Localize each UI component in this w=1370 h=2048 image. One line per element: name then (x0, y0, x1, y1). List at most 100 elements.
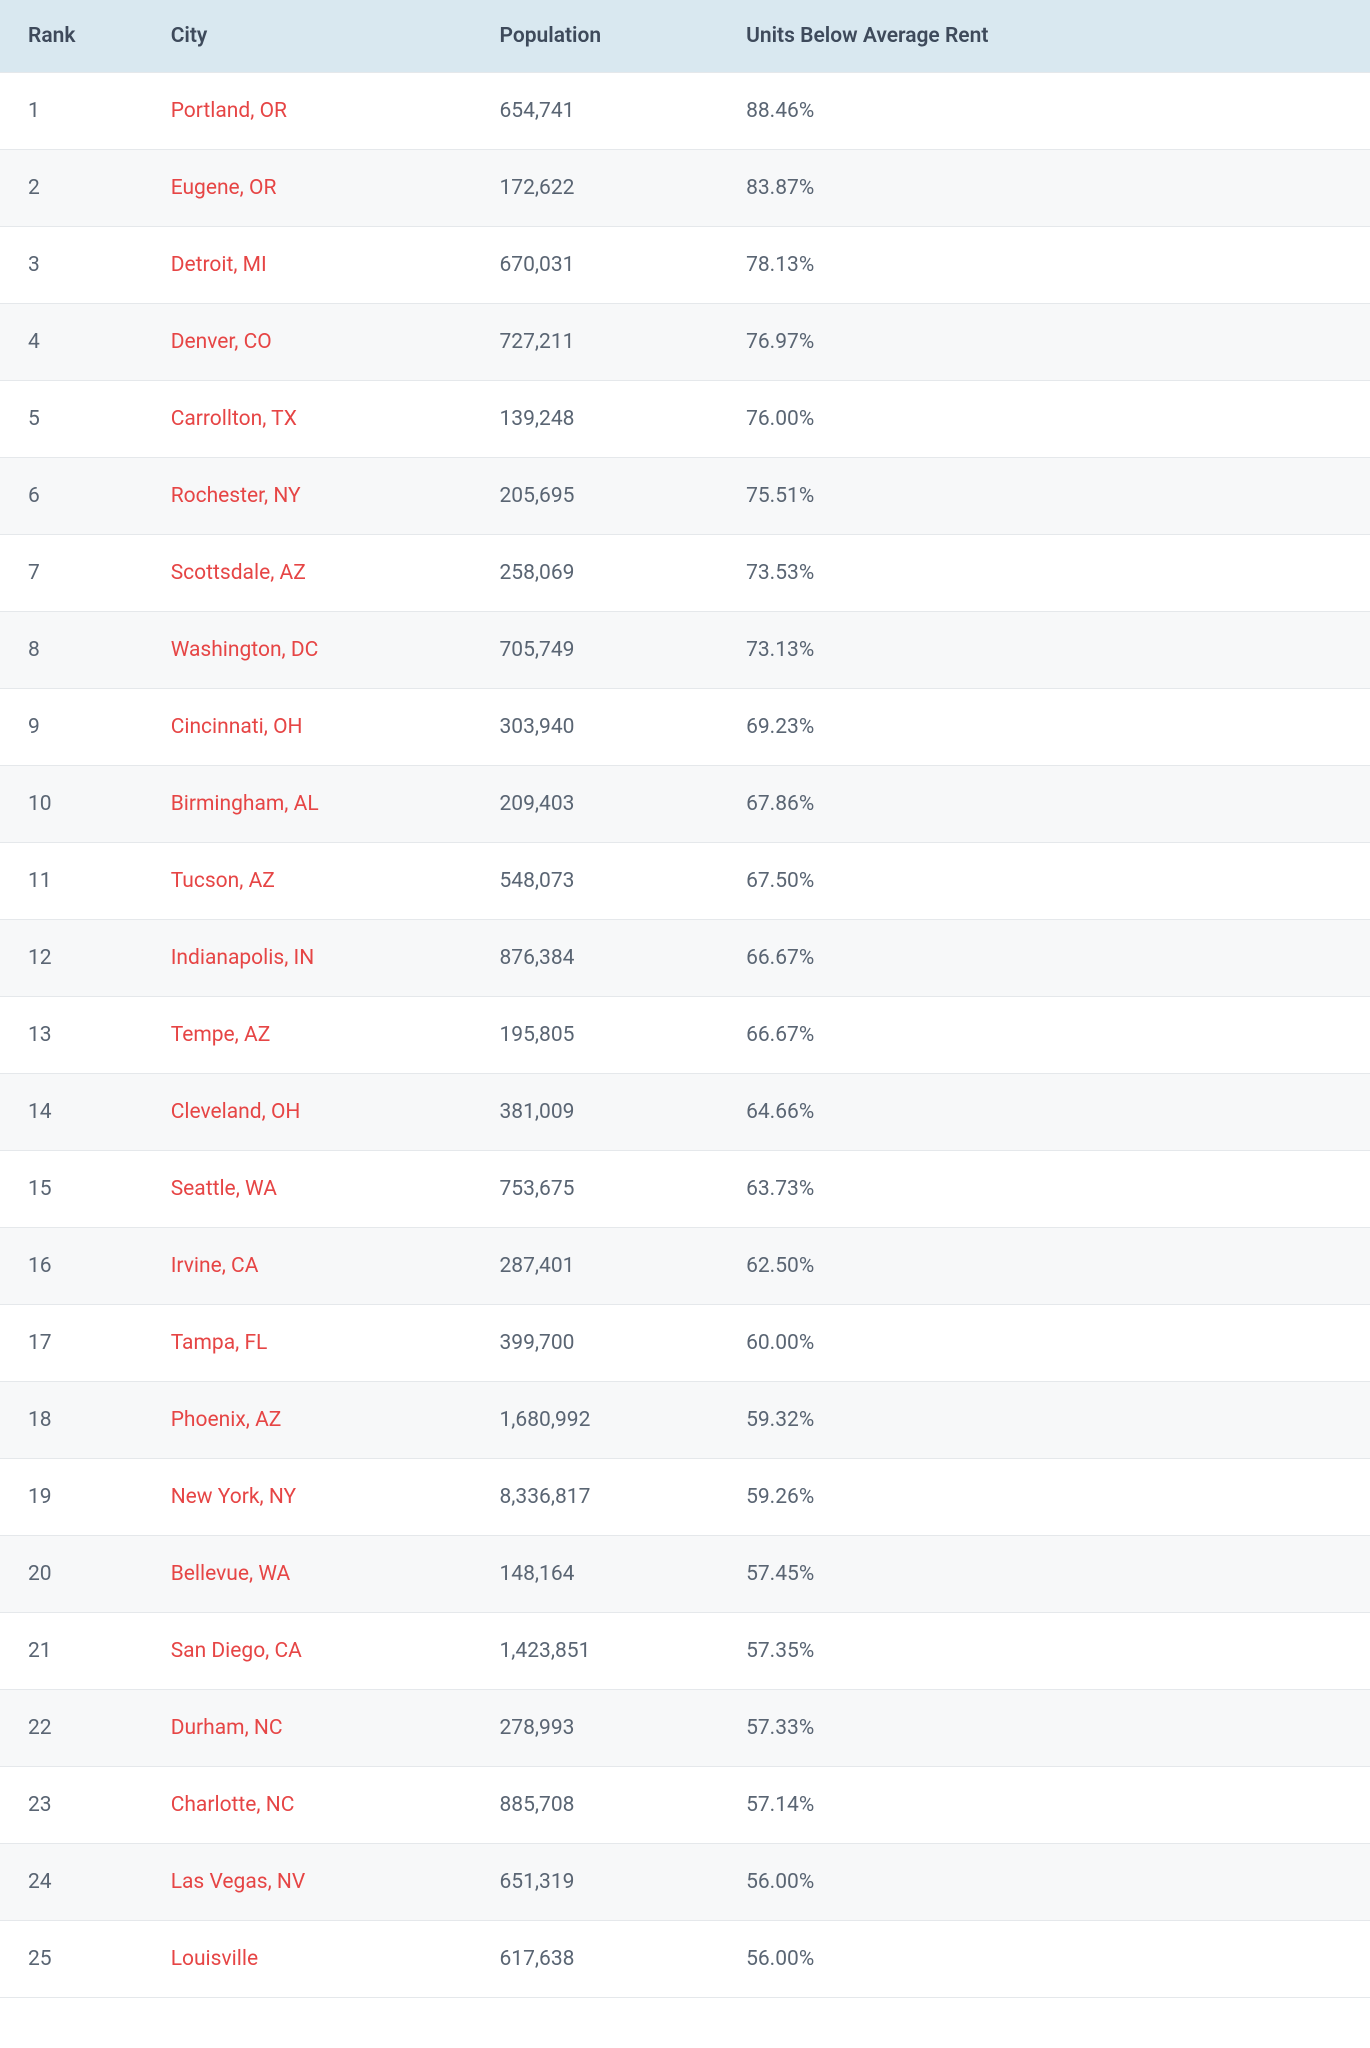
cell-rank: 9 (0, 689, 151, 766)
cell-city: Birmingham, AL (151, 766, 480, 843)
city-link[interactable]: Carrollton, TX (171, 407, 297, 431)
cell-city: San Diego, CA (151, 1613, 480, 1690)
cell-city: Irvine, CA (151, 1228, 480, 1305)
table-row: 7Scottsdale, AZ258,06973.53% (0, 535, 1370, 612)
city-link[interactable]: Cincinnati, OH (171, 715, 303, 739)
cell-rank: 3 (0, 227, 151, 304)
cell-units: 78.13% (726, 227, 1370, 304)
city-link[interactable]: Charlotte, NC (171, 1793, 295, 1817)
city-link[interactable]: Detroit, MI (171, 253, 267, 277)
cell-rank: 10 (0, 766, 151, 843)
cell-rank: 17 (0, 1305, 151, 1382)
cell-rank: 5 (0, 381, 151, 458)
city-link[interactable]: Indianapolis, IN (171, 946, 315, 970)
table-row: 14Cleveland, OH381,00964.66% (0, 1074, 1370, 1151)
cell-city: Rochester, NY (151, 458, 480, 535)
cell-city: Indianapolis, IN (151, 920, 480, 997)
table-row: 1Portland, OR654,74188.46% (0, 73, 1370, 150)
cell-population: 205,695 (479, 458, 726, 535)
cell-rank: 25 (0, 1921, 151, 1998)
table-row: 19New York, NY8,336,81759.26% (0, 1459, 1370, 1536)
city-link[interactable]: Tempe, AZ (171, 1023, 271, 1047)
cell-rank: 7 (0, 535, 151, 612)
cell-units: 75.51% (726, 458, 1370, 535)
cell-population: 753,675 (479, 1151, 726, 1228)
cell-city: Eugene, OR (151, 150, 480, 227)
cell-city: Cincinnati, OH (151, 689, 480, 766)
city-link[interactable]: Tampa, FL (171, 1331, 268, 1355)
cell-population: 885,708 (479, 1767, 726, 1844)
city-link[interactable]: Washington, DC (171, 638, 319, 662)
cell-population: 1,423,851 (479, 1613, 726, 1690)
city-link[interactable]: Rochester, NY (171, 484, 301, 508)
table-body: 1Portland, OR654,74188.46%2Eugene, OR172… (0, 73, 1370, 1998)
cell-population: 617,638 (479, 1921, 726, 1998)
cell-city: Charlotte, NC (151, 1767, 480, 1844)
cell-rank: 13 (0, 997, 151, 1074)
city-link[interactable]: San Diego, CA (171, 1639, 302, 1663)
cell-units: 69.23% (726, 689, 1370, 766)
cell-rank: 19 (0, 1459, 151, 1536)
cell-rank: 24 (0, 1844, 151, 1921)
cell-units: 66.67% (726, 920, 1370, 997)
cell-rank: 22 (0, 1690, 151, 1767)
cell-city: Seattle, WA (151, 1151, 480, 1228)
table-row: 10Birmingham, AL209,40367.86% (0, 766, 1370, 843)
cell-rank: 21 (0, 1613, 151, 1690)
cell-rank: 12 (0, 920, 151, 997)
header-city: City (151, 0, 480, 73)
city-link[interactable]: Denver, CO (171, 330, 272, 354)
table-row: 24Las Vegas, NV651,31956.00% (0, 1844, 1370, 1921)
city-link[interactable]: Seattle, WA (171, 1177, 277, 1201)
city-link[interactable]: Las Vegas, NV (171, 1870, 306, 1894)
cell-population: 303,940 (479, 689, 726, 766)
cell-city: Tucson, AZ (151, 843, 480, 920)
table-row: 16Irvine, CA287,40162.50% (0, 1228, 1370, 1305)
city-link[interactable]: Birmingham, AL (171, 792, 319, 816)
city-link[interactable]: Irvine, CA (171, 1254, 259, 1278)
cell-population: 548,073 (479, 843, 726, 920)
table-row: 21 San Diego, CA 1,423,85157.35% (0, 1613, 1370, 1690)
cell-population: 399,700 (479, 1305, 726, 1382)
cell-population: 195,805 (479, 997, 726, 1074)
cell-population: 148,164 (479, 1536, 726, 1613)
cell-units: 60.00% (726, 1305, 1370, 1382)
table-row: 2Eugene, OR172,62283.87% (0, 150, 1370, 227)
cell-units: 59.32% (726, 1382, 1370, 1459)
cell-rank: 1 (0, 73, 151, 150)
cell-units: 62.50% (726, 1228, 1370, 1305)
cell-units: 57.35% (726, 1613, 1370, 1690)
cell-units: 73.53% (726, 535, 1370, 612)
table-row: 4Denver, CO727,21176.97% (0, 304, 1370, 381)
cell-units: 57.33% (726, 1690, 1370, 1767)
city-link[interactable]: Durham, NC (171, 1716, 283, 1740)
cell-rank: 18 (0, 1382, 151, 1459)
cell-population: 651,319 (479, 1844, 726, 1921)
city-link[interactable]: Cleveland, OH (171, 1100, 301, 1124)
cell-units: 59.26% (726, 1459, 1370, 1536)
cell-population: 727,211 (479, 304, 726, 381)
city-link[interactable]: Phoenix, AZ (171, 1408, 282, 1432)
city-link[interactable]: Scottsdale, AZ (171, 561, 306, 585)
cell-population: 876,384 (479, 920, 726, 997)
cell-city: Detroit, MI (151, 227, 480, 304)
city-link[interactable]: Portland, OR (171, 99, 287, 123)
header-population: Population (479, 0, 726, 73)
cell-population: 1,680,992 (479, 1382, 726, 1459)
header-rank: Rank (0, 0, 151, 73)
city-link[interactable]: Bellevue, WA (171, 1562, 291, 1586)
cell-units: 76.00% (726, 381, 1370, 458)
city-link[interactable]: Eugene, OR (171, 176, 277, 200)
table-row: 8Washington, DC705,74973.13% (0, 612, 1370, 689)
cell-population: 172,622 (479, 150, 726, 227)
city-link[interactable]: Louisville (171, 1947, 258, 1971)
cell-population: 654,741 (479, 73, 726, 150)
cell-rank: 6 (0, 458, 151, 535)
city-link[interactable]: New York, NY (171, 1485, 296, 1509)
cell-rank: 15 (0, 1151, 151, 1228)
rent-table: Rank City Population Units Below Average… (0, 0, 1370, 1998)
city-link[interactable]: Tucson, AZ (171, 869, 275, 893)
cell-units: 63.73% (726, 1151, 1370, 1228)
cell-city: Las Vegas, NV (151, 1844, 480, 1921)
table-row: 3Detroit, MI670,03178.13% (0, 227, 1370, 304)
